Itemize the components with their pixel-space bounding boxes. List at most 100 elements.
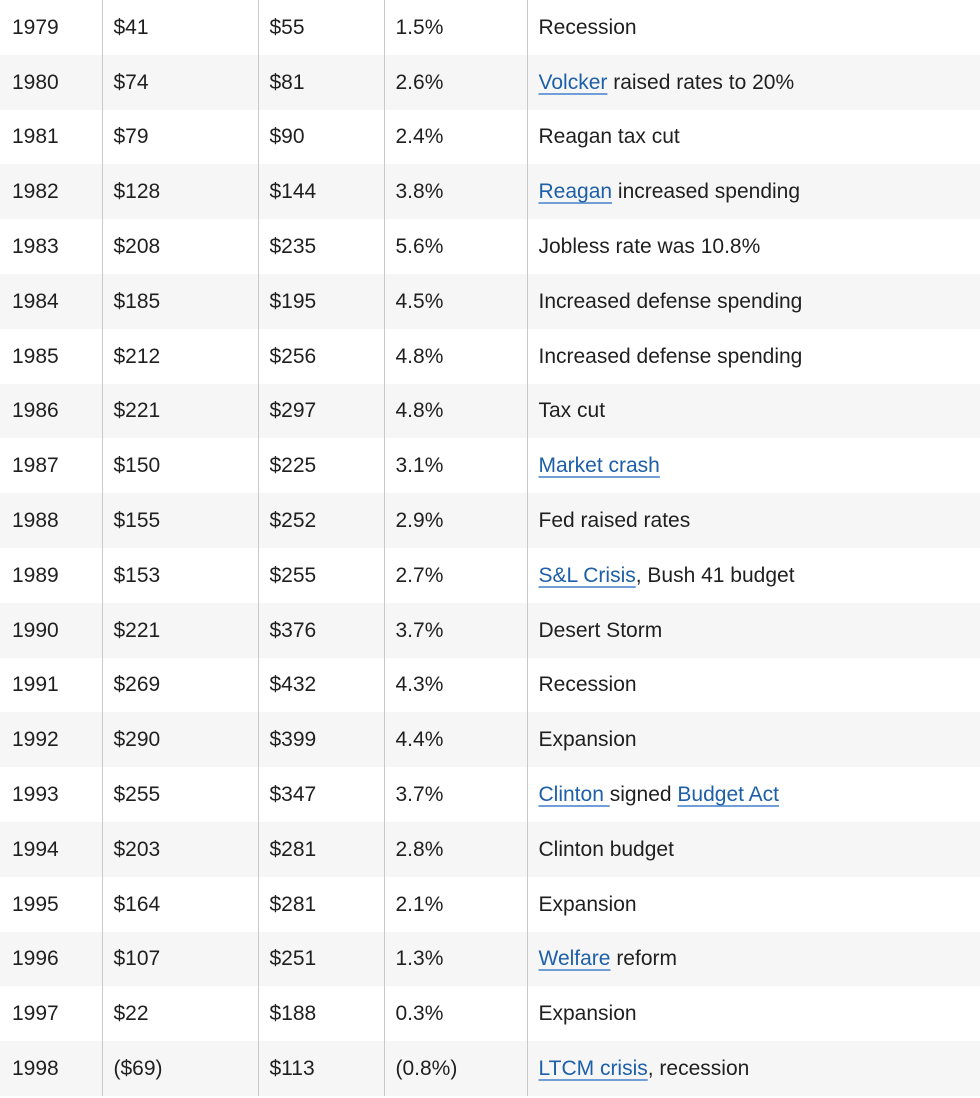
deficit-cell: $221 (101, 602, 258, 658)
event-text: Increased defense spending (538, 344, 803, 368)
debt-increase-cell: $281 (257, 876, 384, 932)
table-row: 1992 $290 $399 4.4% Expansion (0, 712, 980, 768)
year-cell: 1980 (12, 70, 59, 94)
event-cell: S&L Crisis, Bush 41 budget (526, 547, 980, 603)
deficit-cell: $255 (101, 767, 258, 822)
year-cell: 1995 (12, 892, 59, 916)
event-text: Desert Storm (538, 618, 663, 642)
deficit-cell: $153 (101, 547, 258, 603)
deficit-percent-gdp-cell: 1.5% (383, 0, 527, 55)
table-row: 1987 $150 $225 3.1% Market crash (0, 438, 980, 494)
event-cell: Volcker raised rates to 20% (526, 54, 980, 110)
year-cell: 1985 (12, 344, 59, 368)
event-link[interactable]: Volcker (538, 70, 608, 94)
event-link[interactable]: Clinton (538, 782, 610, 806)
deficit-cell: $269 (101, 657, 258, 713)
event-text: Expansion (538, 1002, 637, 1026)
event-cell: Expansion (526, 876, 980, 932)
deficit-percent-gdp-cell: 4.3% (383, 657, 527, 713)
table-row: 1985 $212 $256 4.8% Increased defense spendi… (0, 328, 980, 384)
event-link[interactable]: Market crash (538, 454, 660, 478)
event-link[interactable]: Welfare (538, 947, 611, 971)
event-cell: Expansion (526, 712, 980, 768)
table-row: 1993 $255 $347 3.7% Clinton signed Budget Ac… (0, 767, 980, 822)
debt-increase-cell: $399 (257, 712, 384, 768)
event-cell: Welfare reform (526, 931, 980, 987)
event-text: , recession (647, 1056, 750, 1080)
table-row: 1991 $269 $432 4.3% Recession (0, 657, 980, 713)
deficit-cell: $164 (101, 876, 258, 932)
deficit-percent-gdp-cell: 4.8% (383, 383, 527, 439)
deficit-percent-gdp-cell: 4.4% (383, 712, 527, 768)
event-text: , Bush 41 budget (635, 563, 795, 587)
year-cell: 1979 (12, 15, 59, 39)
event-text: Increased defense spending (538, 289, 803, 313)
event-cell: Increased defense spending (526, 273, 980, 329)
event-cell: Clinton signed Budget Act (526, 767, 980, 822)
event-cell: Expansion (526, 986, 980, 1042)
year-cell: 1988 (12, 508, 59, 532)
deficit-percent-gdp-cell: 1.3% (383, 931, 527, 987)
event-text: signed (609, 782, 678, 806)
deficit-cell: $155 (101, 493, 258, 548)
deficit-percent-gdp-cell: 0.3% (383, 986, 527, 1042)
event-cell: Recession (526, 657, 980, 713)
year-cell: 1986 (12, 399, 59, 423)
debt-increase-cell: $225 (257, 438, 384, 494)
deficit-cell: $74 (101, 54, 258, 110)
table-row: 1981 $79 $90 2.4% Reagan tax cut (0, 109, 980, 165)
year-cell: 1991 (12, 673, 59, 697)
debt-increase-cell: $81 (257, 54, 384, 110)
debt-increase-cell: $251 (257, 931, 384, 987)
event-text: reform (610, 947, 677, 971)
event-text: Reagan tax cut (538, 125, 680, 149)
deficit-percent-gdp-cell: 2.9% (383, 493, 527, 548)
deficit-cell: $41 (101, 0, 258, 55)
event-cell: Clinton budget (526, 821, 980, 877)
event-cell: Increased defense spending (526, 328, 980, 384)
year-cell: 1997 (12, 1002, 59, 1026)
event-text: Recession (538, 15, 637, 39)
event-link[interactable]: Reagan (538, 180, 613, 204)
debt-increase-cell: $252 (257, 493, 384, 548)
debt-increase-cell: $144 (257, 164, 384, 220)
deficit-percent-gdp-cell: (0.8%) (383, 1041, 527, 1096)
table-row: 1997 $22 $188 0.3% Expansion (0, 986, 980, 1042)
deficit-cell: $107 (101, 931, 258, 987)
event-cell: Market crash (526, 438, 980, 494)
debt-increase-cell: $235 (257, 219, 384, 274)
year-cell: 1981 (12, 125, 59, 149)
table-row: 1986 $221 $297 4.8% Tax cut (0, 383, 980, 439)
table-row: 1982 $128 $144 3.8% Reagan increased spendin… (0, 164, 980, 220)
table-row: 1984 $185 $195 4.5% Increased defense spendi… (0, 273, 980, 329)
event-cell: Desert Storm (526, 602, 980, 658)
table-row: 1980 $74 $81 2.6% Volcker raised rates to 20… (0, 54, 980, 110)
event-cell: LTCM crisis, recession (526, 1041, 980, 1096)
year-cell: 1989 (12, 563, 59, 587)
deficit-cell: $208 (101, 219, 258, 274)
year-cell: 1983 (12, 234, 59, 258)
deficit-percent-gdp-cell: 3.7% (383, 602, 527, 658)
debt-increase-cell: $188 (257, 986, 384, 1042)
deficit-cell: $150 (101, 438, 258, 494)
event-text: Tax cut (538, 399, 606, 423)
year-cell: 1990 (12, 618, 59, 642)
deficit-percent-gdp-cell: 2.7% (383, 547, 527, 603)
deficit-cell: ($69) (101, 1041, 258, 1096)
deficit-percent-gdp-cell: 5.6% (383, 219, 527, 274)
event-cell: Jobless rate was 10.8% (526, 219, 980, 274)
deficit-cell: $185 (101, 273, 258, 329)
debt-increase-cell: $255 (257, 547, 384, 603)
event-link[interactable]: Budget Act (677, 782, 779, 806)
deficit-percent-gdp-cell: 2.6% (383, 54, 527, 110)
event-link[interactable]: LTCM crisis (538, 1056, 648, 1080)
deficit-cell: $290 (101, 712, 258, 768)
event-link[interactable]: S&L Crisis (538, 563, 636, 587)
table-row: 1988 $155 $252 2.9% Fed raised rates (0, 493, 980, 548)
deficit-percent-gdp-cell: 2.1% (383, 876, 527, 932)
deficit-cell: $212 (101, 328, 258, 384)
deficit-percent-gdp-cell: 3.8% (383, 164, 527, 220)
debt-increase-cell: $432 (257, 657, 384, 713)
deficit-percent-gdp-cell: 3.1% (383, 438, 527, 494)
